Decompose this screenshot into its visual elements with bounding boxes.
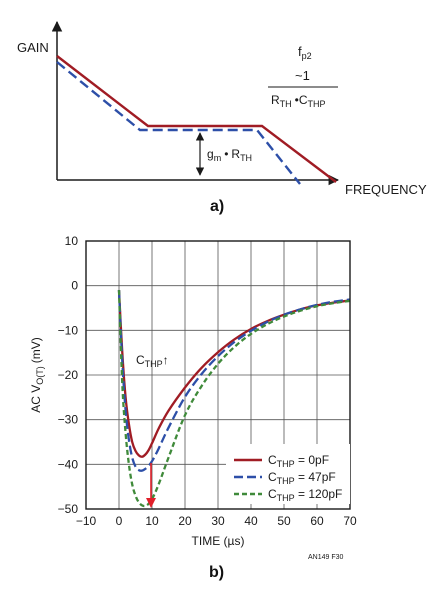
panel-b-figure-label: b) — [209, 564, 224, 581]
series-line-1 — [117, 290, 351, 472]
svg-text:fp2: fp2 — [298, 44, 312, 61]
x-tick-label: 50 — [277, 514, 291, 528]
panel-b-transient-chart: −10 0 10 20 30 40 50 60 70 10 0 −10 −20 −30 −40 −50 AC … — [29, 234, 357, 581]
panel-a-figure-label: a) — [210, 198, 224, 215]
x-tick-label: 0 — [116, 514, 123, 528]
panel-a-pole-formula: fp2 ~1 RTH •CTHP — [268, 44, 338, 109]
x-tick-label: 70 — [343, 514, 357, 528]
svg-text:~1: ~1 — [295, 68, 310, 83]
x-tick-label: 60 — [310, 514, 324, 528]
x-tick-label: 10 — [145, 514, 159, 528]
tick-labels: −10 0 10 20 30 40 50 60 70 10 0 −10 −20 −30 −40 −50 — [58, 234, 357, 528]
legend-entry-47pf: CTHP = 47pF — [268, 470, 336, 486]
figure-note: AN149 F30 — [308, 554, 344, 561]
y-tick-label: −10 — [58, 323, 79, 337]
x-tick-label: 30 — [211, 514, 225, 528]
y-tick-label: 10 — [65, 234, 79, 248]
x-tick-label: 20 — [178, 514, 192, 528]
y-tick-label: 0 — [71, 279, 78, 293]
cthp-annotation: CTHP↑ — [136, 353, 169, 369]
plot-frame — [85, 240, 351, 510]
y-tick-label: −50 — [58, 502, 79, 516]
svg-text:RTH•CTHP: RTH •CTHP — [271, 93, 326, 109]
panel-a-gain-label: GAIN — [17, 40, 49, 55]
legend: CTHP = 0pF CTHP = 47pF CTHP = 120pF — [226, 444, 350, 504]
panel-a-gain-formula: gm • RTH — [207, 147, 252, 163]
y-axis-title: AC VO(T)(mV) — [29, 337, 45, 413]
x-tick-label: 40 — [244, 514, 258, 528]
series-line-2 — [117, 290, 351, 508]
x-axis-title: TIME (µs) — [192, 534, 245, 548]
panel-a-bode-diagram: GAIN FREQUENCY gm • RTH fp2 ~1 RTH •CTHP a) — [17, 20, 427, 215]
panel-a-blue-response — [56, 61, 301, 185]
y-tick-label: −40 — [58, 457, 79, 471]
x-tick-label: −10 — [76, 514, 97, 528]
legend-entry-120pf: CTHP = 120pF — [268, 487, 342, 503]
panel-a-red-response — [56, 55, 337, 183]
y-tick-label: −20 — [58, 368, 79, 382]
y-tick-label: −30 — [58, 413, 79, 427]
panel-a-frequency-label: FREQUENCY — [345, 182, 427, 197]
minimum-arrow-head — [146, 498, 156, 508]
legend-entry-0pf: CTHP = 0pF — [268, 453, 329, 469]
series-lines — [117, 290, 351, 508]
